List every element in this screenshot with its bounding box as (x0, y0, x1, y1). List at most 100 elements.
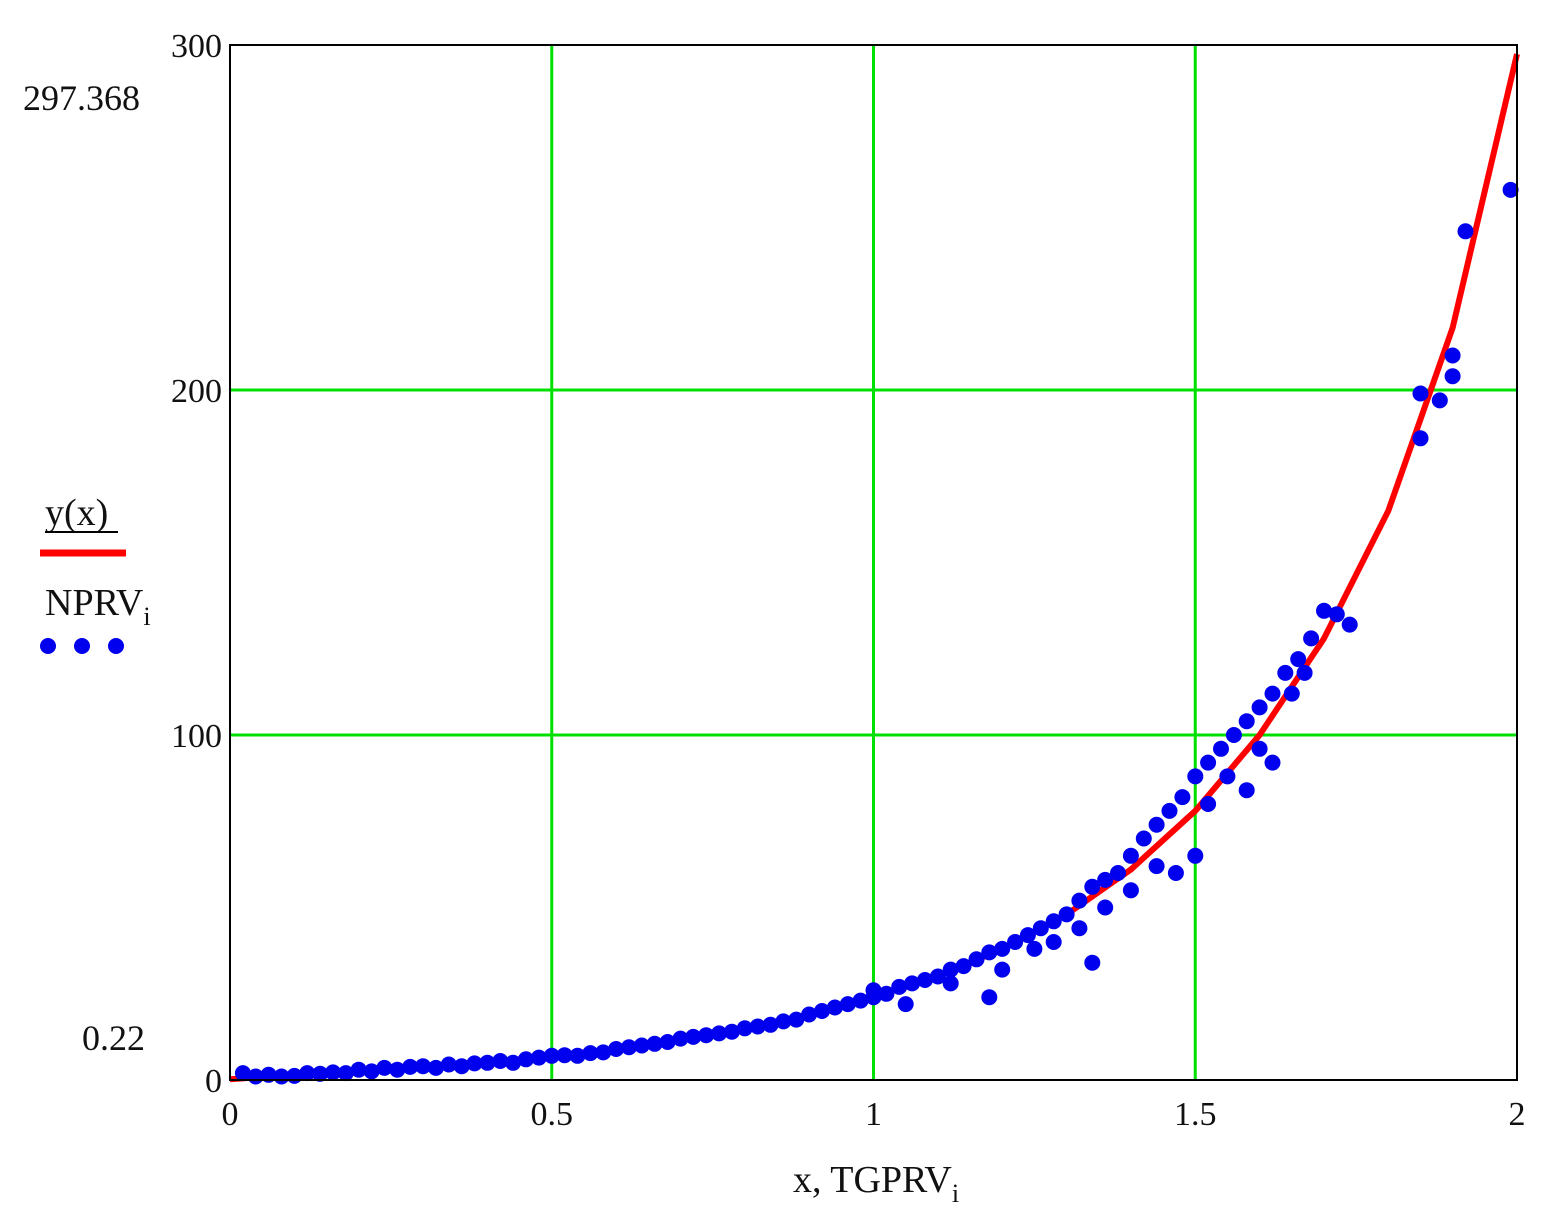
scatter-point-103 (1238, 782, 1255, 799)
scatter-point-83 (1290, 651, 1307, 668)
x-tick-label-4: 2 (1509, 1096, 1526, 1133)
scatter-point-30 (621, 1039, 637, 1056)
scatter-point-63 (1032, 920, 1049, 937)
scatter-point-96 (1097, 899, 1114, 916)
scatter-point-8 (337, 1065, 354, 1082)
scatter-point-113 (1457, 223, 1474, 240)
scatter-point-84 (1303, 630, 1320, 647)
scatter-point-32 (646, 1035, 663, 1052)
scatter-point-114 (1502, 181, 1519, 198)
y-min-label: 0.22 (82, 1018, 145, 1058)
scatter-point-11 (376, 1059, 393, 1076)
scatter-point-13 (402, 1058, 419, 1075)
scatter-point-81 (1264, 685, 1281, 702)
scatter-point-17 (453, 1058, 470, 1075)
scatter-point-109 (1412, 430, 1429, 447)
tick-labels: 0 0.5 1 1.5 2 0 100 200 300 (171, 28, 1526, 1133)
scatter-point-89 (942, 975, 959, 992)
scatter-point-50 (865, 982, 882, 999)
scatter-point-99 (1167, 865, 1184, 881)
scatter-point-76 (1200, 754, 1217, 771)
scatter-point-86 (1328, 606, 1345, 623)
scatter-point-29 (608, 1041, 625, 1057)
scatter-point-58 (968, 951, 985, 968)
scatter-point-7 (325, 1064, 341, 1081)
scatter-point-85 (1316, 602, 1332, 619)
scatter-point-100 (1187, 847, 1204, 864)
scatter-point-41 (762, 1016, 779, 1033)
scatter-point-93 (1045, 934, 1062, 950)
scatter-point-54 (917, 972, 933, 988)
scatter-point-16 (440, 1056, 457, 1073)
scatter-point-59 (981, 944, 998, 961)
scatter-point-53 (904, 975, 921, 992)
scatter-point-22 (518, 1051, 534, 1068)
scatter-point-28 (595, 1044, 612, 1061)
scatter-point-105 (1264, 754, 1281, 771)
y-tick-label-3: 300 (171, 28, 222, 65)
scatter-point-66 (1071, 892, 1088, 909)
scatter-point-108 (1412, 385, 1429, 402)
scatter-point-82 (1277, 664, 1294, 681)
legend-dot-1 (40, 638, 56, 654)
scatter-point-24 (543, 1047, 560, 1064)
scatter-point-106 (1283, 685, 1300, 702)
scatter-point-71 (1135, 830, 1152, 847)
x-tick-label-2: 1 (865, 1096, 882, 1133)
scatter-point-69 (1110, 865, 1126, 881)
legend-dot-2 (74, 638, 90, 654)
scatter-point-43 (788, 1011, 805, 1028)
scatter-point-68 (1097, 871, 1114, 888)
legend-dot-3 (108, 638, 124, 654)
scatter-point-98 (1148, 858, 1165, 875)
scatter-point-47 (839, 996, 856, 1013)
scatter-point-77 (1213, 740, 1229, 757)
scatter-point-92 (1026, 940, 1043, 957)
scatter-point-107 (1296, 664, 1313, 681)
scatter-point-45 (814, 1003, 830, 1019)
scatter-point-12 (389, 1061, 406, 1078)
scatter-point-34 (672, 1030, 689, 1047)
y-tick-label-2: 200 (171, 373, 222, 410)
scatter-point-67 (1084, 878, 1101, 895)
scatter-point-80 (1251, 699, 1268, 716)
legend-label-y: y(x) (45, 492, 108, 534)
scatter-point-102 (1219, 768, 1236, 785)
scatter-point-56 (942, 961, 959, 978)
scatter-point-104 (1251, 740, 1268, 757)
grid-lines (230, 45, 1517, 1080)
scatter-point-78 (1225, 727, 1242, 743)
scatter-point-55 (929, 968, 946, 985)
scatter-point-110 (1431, 392, 1448, 409)
scatter-point-37 (711, 1025, 728, 1042)
scatter-point-51 (878, 985, 895, 1002)
scatter-point-36 (698, 1027, 715, 1044)
scatter-point-0 (234, 1065, 251, 1082)
scatter-point-40 (749, 1018, 766, 1035)
scatter-point-5 (299, 1065, 316, 1082)
scatter-point-97 (1122, 882, 1139, 899)
y-max-label: 297.368 (23, 78, 140, 118)
scatter-point-15 (427, 1059, 444, 1076)
scatter-point-33 (659, 1034, 676, 1050)
x-tick-label-1: 0.5 (531, 1096, 574, 1133)
scatter-point-87 (1341, 616, 1358, 633)
scatter-point-19 (479, 1054, 496, 1071)
scatter-point-95 (1084, 954, 1101, 971)
scatter-point-88 (897, 996, 914, 1013)
scatter-point-70 (1122, 847, 1139, 864)
x-axis-label: x, TGPRVi (793, 1159, 959, 1208)
scatter-point-60 (994, 940, 1011, 957)
scatter-point-21 (505, 1054, 522, 1071)
scatter-point-65 (1058, 906, 1075, 923)
legend-label-nprv: NPRVi (45, 582, 151, 631)
scatter-point-111 (1444, 368, 1461, 385)
scatter-point-44 (801, 1006, 818, 1023)
scatter-point-52 (891, 978, 908, 995)
scatter-point-39 (736, 1020, 753, 1037)
scatter-point-101 (1200, 796, 1217, 812)
scatter-point-90 (981, 989, 998, 1006)
scatter-point-9 (350, 1061, 367, 1078)
scatter-point-23 (530, 1049, 547, 1066)
